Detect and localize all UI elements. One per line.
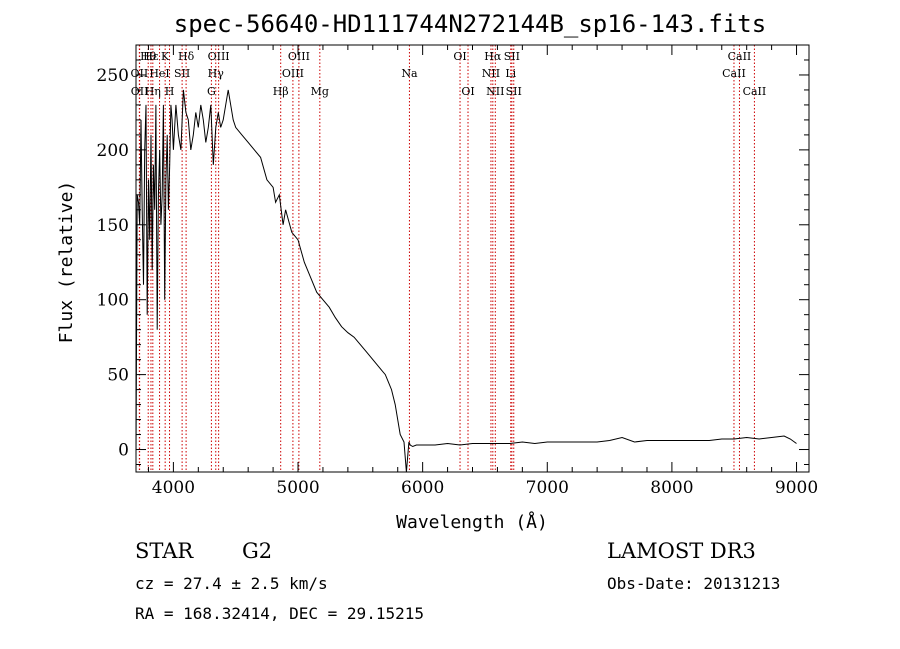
y-tick-label: 250 [97, 66, 129, 86]
line-label: SII [174, 67, 190, 80]
survey-name: LAMOST DR3 [607, 539, 756, 563]
x-tick-label: 9000 [775, 478, 818, 498]
line-label: OIII [288, 50, 310, 63]
line-label: G [207, 85, 216, 98]
line-markers [138, 45, 755, 472]
y-tick-label: 150 [97, 216, 129, 236]
x-tick-label: 7000 [526, 478, 569, 498]
line-label: Hβ [273, 85, 289, 98]
line-label: Hθ [140, 50, 157, 63]
line-label: OI [453, 50, 466, 63]
line-label: Hε [143, 50, 159, 63]
x-axis-label: Wavelength (Å) [396, 511, 548, 533]
line-label: HeI [149, 67, 169, 80]
line-label: CaII [728, 50, 752, 63]
spectrum-line [135, 89, 797, 473]
obs-date: Obs-Date: 20131213 [607, 574, 780, 593]
y-axis-label: Flux (relative) [56, 181, 77, 344]
line-label: OIII [282, 67, 304, 80]
line-label: OIII [208, 50, 230, 63]
line-label: K [161, 50, 170, 63]
line-label: Li [505, 67, 516, 80]
line-label: Hδ [178, 50, 195, 63]
line-label: NII [482, 67, 500, 80]
x-tick-label: 4000 [152, 478, 195, 498]
line-label: Mg [311, 85, 329, 98]
x-tick-label: 8000 [650, 478, 693, 498]
y-tick-label: 200 [97, 141, 129, 161]
line-label: Na [401, 67, 418, 80]
line-label: OII [131, 67, 149, 80]
axis-ticks: 4000 5000 6000 7000 8000 9000 0 50 100 150 200 250 [97, 45, 818, 498]
chart-title: spec-56640-HD111744N272144B_sp16-143.fit… [174, 10, 766, 38]
line-label: SII [504, 50, 520, 63]
y-tick-label: 50 [107, 366, 129, 386]
line-label: CaII [743, 85, 767, 98]
line-label: NII [486, 85, 504, 98]
line-label: OII [131, 85, 149, 98]
line-label: H [165, 85, 175, 98]
line-label: Hα [484, 50, 502, 63]
line-label: CaII [722, 67, 746, 80]
line-label: Hη [145, 85, 161, 98]
x-tick-label: 5000 [276, 478, 319, 498]
line-label: OI [461, 85, 474, 98]
subclass: G2 [242, 539, 272, 563]
y-tick-label: 100 [97, 291, 129, 311]
series-layer [135, 89, 797, 473]
y-tick-label: 0 [118, 441, 129, 461]
redshift-cz: cz = 27.4 ± 2.5 km/s [135, 574, 328, 593]
plot-frame [135, 44, 810, 473]
line-label: Hγ [208, 67, 225, 80]
object-class: STAR [135, 539, 194, 563]
line-label: SII [506, 85, 522, 98]
ra-dec: RA = 168.32414, DEC = 29.15215 [135, 604, 424, 623]
x-tick-label: 6000 [401, 478, 444, 498]
